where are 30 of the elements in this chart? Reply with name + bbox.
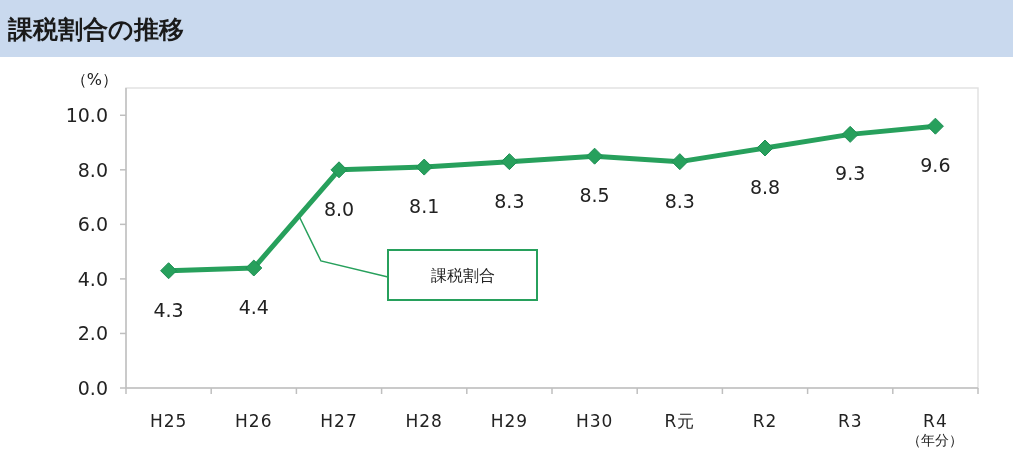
y-tick-label: 8.0 <box>77 158 108 181</box>
x-tick-label: R4 <box>923 411 948 431</box>
x-tick-label: H28 <box>405 411 443 431</box>
data-label: 8.1 <box>409 195 440 218</box>
data-label: 8.0 <box>323 197 355 220</box>
data-label: 8.3 <box>664 189 695 212</box>
data-label: 4.4 <box>238 296 269 318</box>
x-tick-label: H30 <box>575 411 614 431</box>
title: 課税割合の推移 <box>8 15 184 44</box>
y-tick-label: 2.0 <box>77 322 108 345</box>
x-tick-label: H25 <box>149 411 188 431</box>
x-tick-label: H27 <box>320 411 358 431</box>
x-axis-title: （年分） <box>907 432 964 448</box>
x-tick-label: H29 <box>490 411 529 431</box>
data-label: 4.3 <box>153 298 184 321</box>
y-tick-label: 4.0 <box>77 267 108 290</box>
data-label: 8.8 <box>749 176 781 198</box>
data-label: 9.6 <box>920 154 951 177</box>
y-tick-label: 10.0 <box>65 104 108 127</box>
y-tick-label: 6.0 <box>77 213 108 236</box>
x-tick-label: R3 <box>837 411 863 431</box>
x-tick-label: H26 <box>235 411 273 431</box>
data-label: 8.5 <box>579 184 610 207</box>
x-tick-label: R2 <box>752 411 778 431</box>
series-name: 課税割合 <box>430 266 495 285</box>
x-tick-label: R元 <box>664 411 696 431</box>
y-axis-title: （%） <box>70 70 118 89</box>
data-label: 8.3 <box>494 189 525 212</box>
y-tick-label: 0.0 <box>77 377 108 399</box>
data-label: 9.3 <box>835 162 866 185</box>
